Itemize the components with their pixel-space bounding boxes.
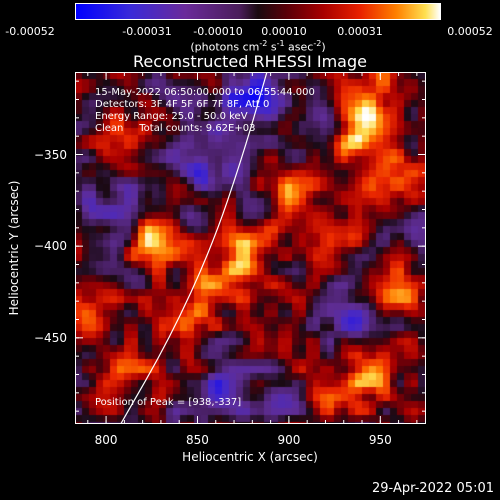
colorbar-tick: -0.00052 (5, 25, 55, 38)
colorbar-unit: (photons cm-2 s-1 asec-2) (190, 39, 326, 54)
plot-area (75, 72, 426, 424)
info-total-counts: Clean Total counts: 9.62E+03 (95, 123, 256, 134)
x-tick-label: 850 (186, 433, 209, 447)
y-axis-label: Heliocentric Y (arcsec) (7, 180, 21, 316)
colorbar-tick: -0.00031 (122, 25, 172, 38)
footer-timestamp: 29-Apr-2022 05:01 (372, 481, 494, 496)
colorbar (75, 3, 441, 20)
info-time-range: 15-May-2022 06:50:00.000 to 06:55:44.000 (95, 87, 315, 98)
plot-overlay (120, 72, 268, 424)
y-tick-label: −450 (34, 330, 67, 345)
colorbar-tick: -0.00010 (193, 25, 243, 38)
x-tick-label: 950 (368, 433, 392, 447)
y-tick-label: −400 (34, 239, 67, 254)
chart-title: Reconstructed RHESSI Image (133, 52, 367, 71)
solar-limb-line (120, 72, 268, 424)
colorbar-tick: 0.00031 (337, 25, 383, 38)
x-tick-label: 800 (94, 433, 118, 447)
y-tick-label: −350 (34, 147, 67, 162)
peak-position-label: Position of Peak = [938,-337] (95, 397, 242, 408)
x-axis-label: Heliocentric X (arcsec) (182, 450, 318, 464)
info-energy-range: Energy Range: 25.0 - 50.0 keV (95, 111, 248, 122)
colorbar-tick: 0.00052 (447, 25, 493, 38)
colorbar-tick: 0.00010 (261, 25, 307, 38)
x-tick-label: 900 (277, 433, 301, 447)
info-detectors: Detectors: 3F 4F 5F 6F 7F 8F, Att 0 (95, 99, 270, 110)
